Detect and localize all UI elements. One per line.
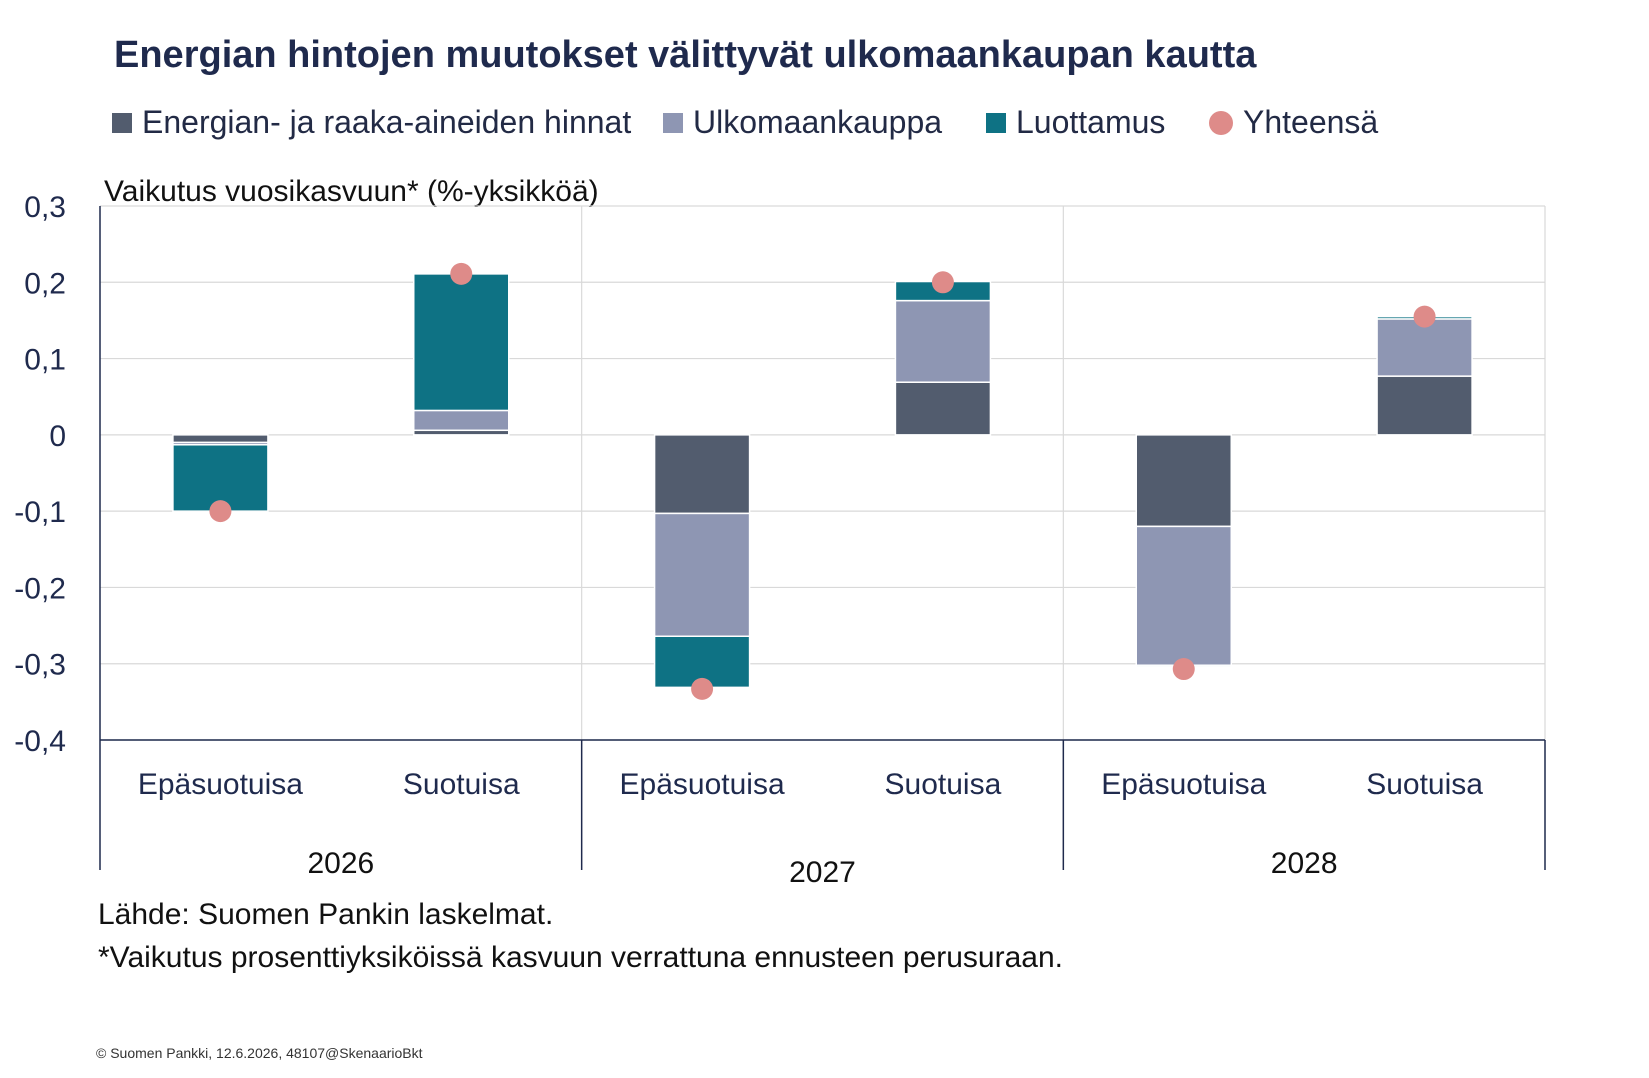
legend: Energian- ja raaka-aineiden hinnat Ulkom… [112,104,1612,144]
chart: 0,3 0,2 0,1 0 -0,1 -0,2 -0,3 -0,4 Epäsuotuisa Suo… [14,191,1546,889]
y-axis-label: Vaikutus vuosikasvuun* (%-yksikköä) [104,175,599,208]
chart-title: Energian hintojen muutokset välittyvät u… [114,34,1257,76]
bar-segment [172,434,269,444]
bar-segment [413,409,510,432]
total-dot [209,500,232,523]
legend-label-confidence: Luottamus [1016,104,1166,140]
source-note: Lähde: Suomen Pankin laskelmat. [98,898,554,931]
total-dot [1172,658,1195,681]
legend-item-trade: Ulkomaankauppa [663,104,942,141]
legend-label-energy: Energian- ja raaka-aineiden hinnat [142,104,632,140]
legend-item-energy: Energian- ja raaka-aineiden hinnat [112,104,631,141]
group-label: 2027 [789,856,856,889]
copyright: © Suomen Pankki, 12.6.2026, 48107@Skenaa… [96,1045,423,1061]
legend-item-confidence: Luottamus [986,104,1165,141]
x-tick-label: Suotuisa [1366,768,1483,801]
x-tick-label: Epäsuotuisa [138,768,303,801]
y-tick-label: 0 [49,420,66,453]
y-tick-label: -0,1 [14,496,66,529]
legend-dot-total [1209,110,1233,135]
x-tick-label: Suotuisa [885,768,1002,801]
x-tick-label: Epäsuotuisa [1101,768,1266,801]
total-dot [450,262,473,285]
y-tick-label: -0,4 [14,725,66,758]
x-tick-label: Epäsuotuisa [620,768,785,801]
total-dot [691,677,714,700]
bar-segment [653,434,751,515]
bar-segment [1376,375,1473,436]
group-label: 2028 [1271,847,1338,880]
y-tick-label: 0,3 [24,191,66,224]
bar-segment [1135,525,1232,666]
legend-label-trade: Ulkomaankauppa [693,104,943,140]
bar-segment [172,444,269,512]
bar-segment [894,381,992,436]
legend-swatch-energy [112,112,132,133]
legend-swatch-confidence [986,112,1006,133]
total-dot [931,271,954,294]
legend-swatch-trade [663,112,683,133]
footnote: *Vaikutus prosenttiyksiköissä kasvuun ve… [98,941,1063,974]
y-tick-label: 0,2 [24,267,66,300]
legend-label-total: Yhteensä [1243,104,1379,140]
legend-item-total: Yhteensä [1209,104,1378,141]
bar-segment [1135,434,1232,528]
bar-segment [894,299,992,383]
total-dot [1413,305,1436,328]
y-tick-label: 0,1 [24,344,66,377]
bar-segment [653,512,751,638]
x-tick-label: Suotuisa [403,768,520,801]
y-tick-label: -0,2 [14,572,66,605]
y-tick-label: -0,3 [14,649,66,682]
group-label: 2026 [307,847,374,880]
bar-segment [413,273,510,412]
